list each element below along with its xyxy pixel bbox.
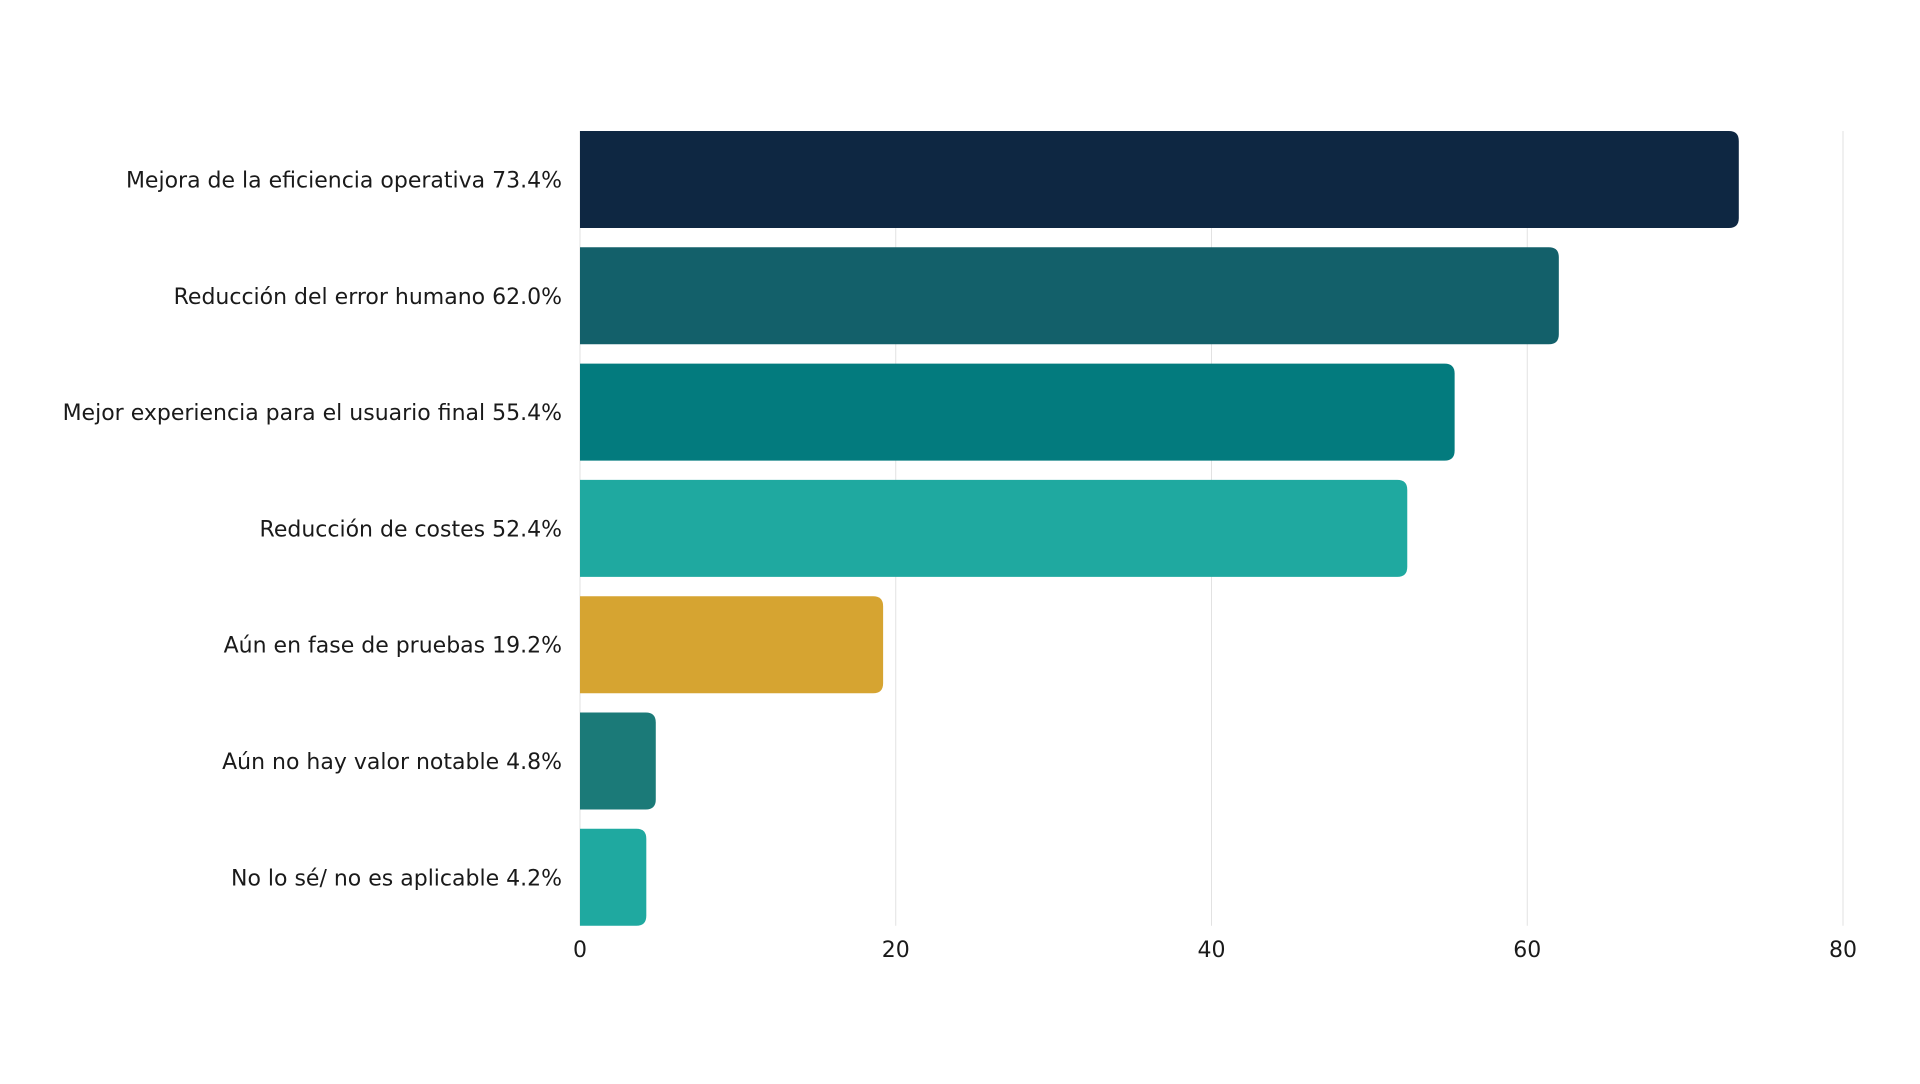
bar	[580, 131, 1739, 228]
category-label: Aún no hay valor notable 4.8%	[222, 750, 562, 775]
bar	[580, 247, 1559, 345]
x-tick-label: 80	[1829, 938, 1857, 963]
bar	[580, 363, 1455, 461]
bar	[580, 479, 1408, 577]
x-tick-label: 40	[1198, 938, 1226, 963]
x-tick-label: 0	[573, 938, 587, 963]
x-tick-label: 20	[882, 938, 910, 963]
category-label: Mejor experiencia para el usuario final …	[63, 401, 562, 426]
category-label: Aún en fase de pruebas 19.2%	[224, 634, 562, 659]
category-label: Reducción del error humano 62.0%	[174, 285, 562, 310]
bar	[580, 596, 884, 694]
category-label: Reducción de costes 52.4%	[260, 517, 562, 542]
category-label: No lo sé/ no es aplicable 4.2%	[231, 866, 562, 891]
bar	[580, 712, 656, 810]
x-tick-label: 60	[1513, 938, 1541, 963]
bar	[580, 828, 647, 926]
category-label: Mejora de la eficiencia operativa 73.4%	[126, 169, 562, 194]
